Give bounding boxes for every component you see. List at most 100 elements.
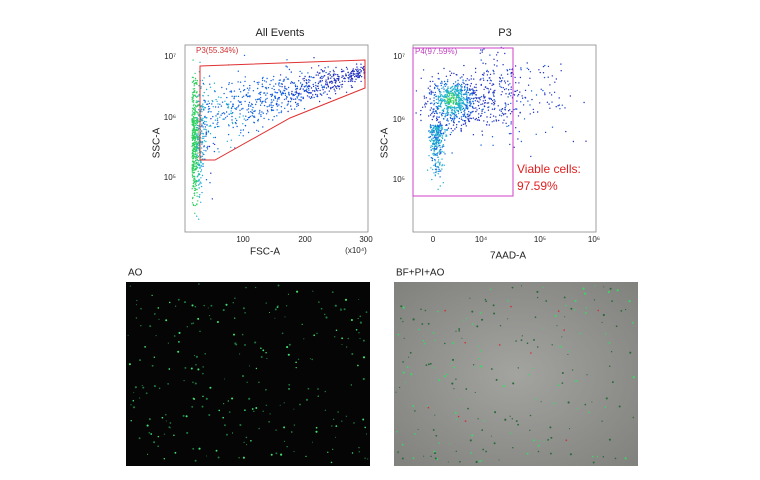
dot: [447, 86, 449, 88]
dot: [186, 325, 189, 328]
dot: [161, 416, 164, 419]
dot: [426, 405, 428, 407]
dot: [438, 105, 440, 108]
dot: [489, 73, 492, 76]
dot: [195, 133, 197, 135]
dot: [424, 104, 426, 106]
dot: [486, 121, 489, 123]
dot: [435, 95, 437, 98]
dot: [183, 379, 185, 382]
dot: [498, 344, 501, 346]
dot: [452, 106, 454, 109]
dot: [194, 77, 197, 80]
dot: [572, 140, 575, 143]
dot: [440, 84, 442, 87]
dot: [250, 111, 252, 113]
dot: [305, 90, 307, 92]
dot: [205, 179, 208, 181]
dot: [247, 108, 250, 110]
dot: [460, 103, 462, 105]
dot: [615, 325, 618, 328]
y-axis-label: SSC-A: [380, 127, 391, 158]
dot: [200, 87, 202, 90]
dot: [341, 337, 344, 340]
dot: [230, 90, 232, 92]
dot: [457, 79, 459, 82]
dot: [213, 126, 216, 129]
dot: [631, 321, 634, 324]
dot: [439, 133, 441, 136]
dot: [436, 152, 439, 154]
dot: [217, 103, 219, 105]
dot: [511, 68, 513, 71]
dot: [237, 81, 239, 83]
dot: [308, 89, 310, 91]
dot: [297, 95, 300, 97]
dot: [466, 89, 469, 91]
dot: [614, 457, 617, 460]
dot: [214, 106, 217, 108]
dot: [536, 290, 539, 293]
dot: [315, 84, 317, 87]
dot: [491, 136, 494, 138]
dot: [132, 399, 135, 402]
dot: [360, 66, 362, 69]
dot: [287, 86, 290, 89]
dot: [510, 132, 512, 135]
dot: [435, 111, 437, 113]
dot: [248, 365, 250, 367]
dot: [134, 386, 137, 389]
dot: [559, 345, 562, 348]
dot: [308, 79, 310, 81]
cell-dots: [127, 283, 369, 464]
dot: [459, 105, 461, 107]
dot: [191, 202, 194, 204]
dot: [419, 114, 422, 116]
dot: [532, 111, 535, 114]
dot: [157, 445, 160, 448]
dot: [280, 83, 283, 85]
dot: [245, 286, 247, 289]
dot: [223, 118, 225, 120]
dot: [487, 102, 490, 104]
dot: [412, 457, 415, 460]
dot: [491, 100, 494, 102]
dot: [433, 100, 435, 102]
dot: [276, 98, 279, 100]
dot: [502, 385, 505, 388]
dot: [292, 94, 294, 97]
dot: [149, 325, 152, 328]
dot: [432, 110, 434, 113]
dot: [194, 124, 196, 127]
dot: [434, 83, 436, 85]
dot: [312, 90, 314, 92]
dot: [208, 75, 211, 77]
dot: [341, 83, 344, 86]
dot: [195, 147, 197, 149]
dot: [431, 158, 434, 160]
dot: [422, 69, 425, 71]
dot: [432, 111, 434, 114]
dot: [278, 82, 280, 84]
dot: [302, 96, 304, 99]
dot: [461, 99, 464, 102]
dot: [479, 79, 481, 81]
dot: [463, 82, 465, 85]
dot: [447, 98, 449, 101]
dot: [246, 381, 248, 384]
dot: [444, 85, 446, 88]
dot: [437, 173, 439, 175]
dot: [499, 109, 501, 111]
dot: [257, 118, 259, 121]
dot: [258, 113, 260, 115]
dot: [454, 88, 457, 91]
dot: [445, 124, 448, 126]
dot: [490, 435, 493, 437]
dot: [296, 105, 298, 108]
dot: [438, 121, 440, 124]
dot: [299, 70, 301, 73]
dot: [577, 408, 579, 410]
dot: [347, 74, 350, 76]
dot: [443, 83, 446, 86]
dot: [447, 113, 449, 115]
